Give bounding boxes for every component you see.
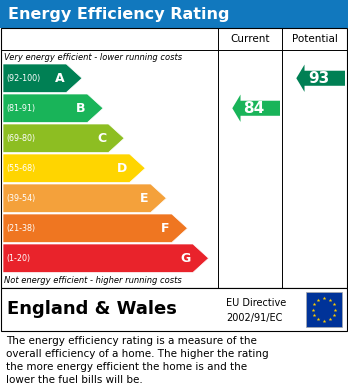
Text: overall efficiency of a home. The higher the rating: overall efficiency of a home. The higher… — [6, 349, 269, 359]
Polygon shape — [3, 94, 103, 122]
Polygon shape — [3, 184, 166, 212]
Text: A: A — [55, 72, 64, 85]
Polygon shape — [3, 214, 188, 242]
Text: The energy efficiency rating is a measure of the: The energy efficiency rating is a measur… — [6, 336, 257, 346]
Bar — [306, 292, 342, 327]
Text: E: E — [140, 192, 149, 205]
Text: EU Directive: EU Directive — [226, 298, 286, 308]
Text: Current: Current — [230, 34, 270, 44]
Polygon shape — [3, 244, 208, 273]
Text: 93: 93 — [308, 71, 329, 86]
Bar — [1, 288, 347, 331]
Text: (21-38): (21-38) — [6, 224, 35, 233]
Polygon shape — [3, 154, 145, 183]
Bar — [1, 28, 347, 288]
Polygon shape — [232, 95, 280, 122]
Text: (81-91): (81-91) — [6, 104, 35, 113]
Text: (55-68): (55-68) — [6, 164, 35, 173]
Text: (69-80): (69-80) — [6, 134, 35, 143]
Text: C: C — [97, 132, 106, 145]
Text: (92-100): (92-100) — [6, 74, 40, 83]
Text: Not energy efficient - higher running costs: Not energy efficient - higher running co… — [4, 276, 182, 285]
Polygon shape — [3, 64, 82, 93]
Polygon shape — [3, 124, 124, 152]
Polygon shape — [296, 65, 345, 92]
Text: Very energy efficient - lower running costs: Very energy efficient - lower running co… — [4, 53, 182, 62]
Text: England & Wales: England & Wales — [7, 301, 177, 319]
Text: (39-54): (39-54) — [6, 194, 35, 203]
Text: Energy Efficiency Rating: Energy Efficiency Rating — [8, 7, 229, 22]
Text: Potential: Potential — [292, 34, 338, 44]
Text: 84: 84 — [244, 101, 265, 116]
Bar — [0, 0, 348, 28]
Text: D: D — [117, 162, 128, 175]
Text: lower the fuel bills will be.: lower the fuel bills will be. — [6, 375, 143, 385]
Text: G: G — [181, 252, 191, 265]
Text: B: B — [76, 102, 85, 115]
Text: (1-20): (1-20) — [6, 254, 30, 263]
Text: the more energy efficient the home is and the: the more energy efficient the home is an… — [6, 362, 247, 372]
Text: 2002/91/EC: 2002/91/EC — [226, 313, 282, 323]
Text: F: F — [161, 222, 170, 235]
